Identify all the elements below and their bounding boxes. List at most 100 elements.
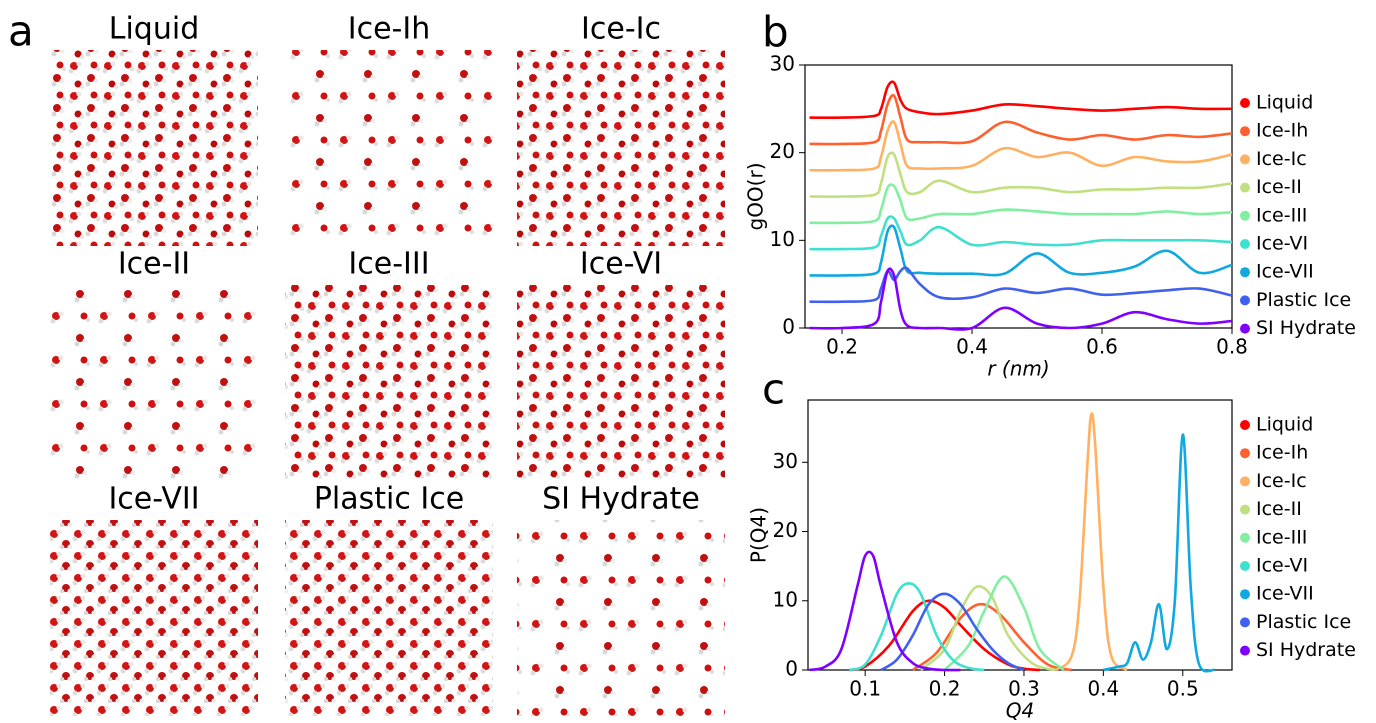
snapshot-image <box>517 50 725 246</box>
series-line <box>919 585 1057 672</box>
legend-marker <box>1240 323 1250 334</box>
x-tick-label: 0.4 <box>956 335 988 359</box>
legend-marker <box>1240 589 1250 600</box>
legend-label: Ice-II <box>1256 176 1302 198</box>
legend-label: Ice-VI <box>1256 233 1308 255</box>
panel-label: a <box>8 7 34 56</box>
x-tick-label: 0.2 <box>826 335 858 359</box>
series-line <box>809 93 1233 146</box>
series-line <box>809 215 1233 251</box>
snapshot-title: Ice-VII <box>108 482 199 517</box>
legend-label: Ice-III <box>1256 204 1307 226</box>
panel-label: b <box>762 8 789 57</box>
series-line <box>809 267 1233 331</box>
series-line <box>809 266 1233 304</box>
x-axis-label: r (nm) <box>987 357 1049 381</box>
legend-label: Plastic Ice <box>1256 289 1351 311</box>
snapshot-image <box>285 285 493 481</box>
snapshot-image <box>50 285 258 481</box>
series-line <box>1054 412 1129 672</box>
legend-label: SI Hydrate <box>1256 639 1356 661</box>
snapshot-image <box>517 520 725 716</box>
y-tick-label: 30 <box>773 449 798 473</box>
snapshot-image <box>50 520 258 716</box>
legend-marker <box>1240 126 1250 137</box>
legend-marker <box>1240 617 1250 628</box>
legend-marker <box>1240 561 1250 571</box>
y-tick-label: 20 <box>770 139 795 163</box>
snapshot-image <box>50 50 258 246</box>
y-tick-label: 30 <box>770 52 795 76</box>
y-tick-label: 0 <box>782 315 795 339</box>
y-tick-label: 20 <box>773 518 798 542</box>
series-line <box>848 582 985 672</box>
plot-frame <box>807 399 1233 671</box>
snapshot-title: Ice-Ic <box>581 12 661 47</box>
x-tick-label: 0.8 <box>1216 335 1248 359</box>
legend-label: Ice-III <box>1256 526 1307 548</box>
snapshot-image <box>517 285 725 481</box>
legend-label: Ice-Ih <box>1256 120 1308 142</box>
y-tick-label: 10 <box>770 227 795 251</box>
legend-marker <box>1240 182 1250 193</box>
legend-label: Liquid <box>1256 92 1313 114</box>
series-line <box>809 183 1233 225</box>
snapshot-title: Ice-Ih <box>348 12 431 47</box>
snapshot-title: Ice-II <box>118 247 190 282</box>
panel-label: c <box>762 365 785 414</box>
series-line <box>943 575 1065 672</box>
y-tick-label: 10 <box>773 587 798 611</box>
x-tick-label: 0.2 <box>929 677 961 701</box>
legend-marker <box>1240 645 1250 656</box>
snapshot-title: Ice-VI <box>580 247 662 282</box>
plot-frame <box>804 64 1233 329</box>
legend-label: Ice-VII <box>1256 583 1314 605</box>
legend-marker <box>1240 420 1250 430</box>
legend-marker <box>1240 448 1250 459</box>
legend-marker <box>1240 210 1250 221</box>
x-tick-label: 0.3 <box>1008 677 1040 701</box>
snapshot-image <box>285 520 493 716</box>
x-tick-label: 0.4 <box>1087 677 1119 701</box>
legend-marker <box>1240 154 1250 165</box>
legend-marker <box>1240 239 1250 249</box>
legend-marker <box>1240 476 1250 487</box>
snapshot-title: SI Hydrate <box>542 482 700 517</box>
snapshot-title: Liquid <box>109 12 199 47</box>
legend-marker <box>1240 532 1250 543</box>
snapshot-title: Ice-III <box>348 247 429 282</box>
legend-label: Ice-Ic <box>1256 470 1307 492</box>
series-line <box>809 224 1233 277</box>
legend-label: Ice-VI <box>1256 555 1308 577</box>
legend-label: Ice-Ih <box>1256 442 1308 464</box>
legend-label: Ice-VII <box>1256 261 1314 283</box>
legend-label: Ice-II <box>1256 498 1302 520</box>
legend-label: Ice-Ic <box>1256 148 1307 170</box>
series-line <box>912 602 1072 672</box>
legend-marker <box>1240 504 1250 515</box>
legend-marker <box>1240 267 1250 278</box>
legend-marker <box>1240 295 1250 306</box>
series-line <box>1103 433 1216 673</box>
series-line <box>809 120 1233 172</box>
y-axis-label: gOO(r) <box>744 162 768 230</box>
x-axis-label: Q4 <box>1006 699 1034 723</box>
series-line <box>809 550 961 672</box>
x-tick-label: 0.5 <box>1167 677 1199 701</box>
legend-marker <box>1240 98 1250 108</box>
series-line <box>849 599 1040 672</box>
series-line <box>880 592 1025 672</box>
snapshot-title: Plastic Ice <box>314 482 464 517</box>
x-tick-label: 0.1 <box>849 677 881 701</box>
snapshots: Liquid Ice-Ih Ice-Ic Ice-II Ice-III Ice-VI Ice… <box>50 12 725 716</box>
legend-label: Liquid <box>1256 414 1313 436</box>
series-line <box>809 80 1233 120</box>
series-line <box>809 151 1233 198</box>
snapshot-image <box>285 50 493 246</box>
legend-label: Plastic Ice <box>1256 611 1351 633</box>
x-tick-label: 0.6 <box>1086 335 1118 359</box>
charts: b 0.2 0.4 0.6 0.8 0 10 20 30 r (nm) gOO(r) Liquid Ic… <box>744 8 1356 723</box>
y-axis-label: P(Q4) <box>747 507 771 563</box>
y-tick-label: 0 <box>785 657 798 681</box>
